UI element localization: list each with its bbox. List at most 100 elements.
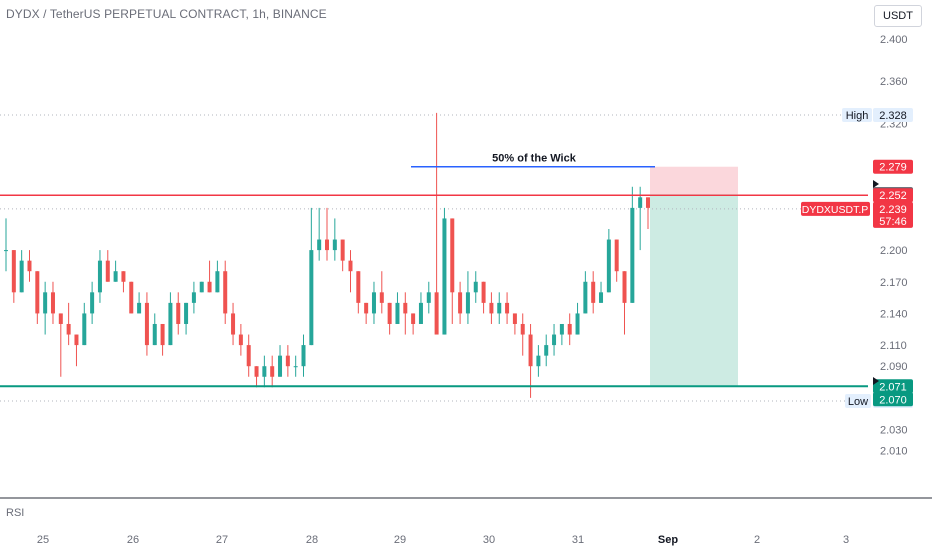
low-label: Low xyxy=(848,396,868,408)
x-tick-label: 25 xyxy=(37,534,49,546)
candle-body xyxy=(575,313,580,335)
candle-body xyxy=(591,281,596,303)
candle-body xyxy=(270,366,275,377)
candle-body xyxy=(403,302,408,314)
candle-body xyxy=(614,239,619,272)
candle-body xyxy=(58,313,63,324)
y-tick-label: 2.200 xyxy=(880,245,908,257)
candle-body xyxy=(583,281,588,314)
candle-body xyxy=(552,334,557,346)
candle-body xyxy=(254,366,259,377)
candle-body xyxy=(465,292,470,314)
candle-body xyxy=(426,292,431,303)
candle-body xyxy=(528,334,533,367)
candle-body xyxy=(152,323,157,346)
rsi-indicator-label[interactable]: RSI xyxy=(6,507,25,519)
candle-body xyxy=(567,323,572,335)
candle-body xyxy=(278,355,283,377)
x-tick-label: 2 xyxy=(754,534,760,546)
candle-body xyxy=(536,355,541,367)
candle-body xyxy=(43,292,48,314)
candle-body xyxy=(606,239,611,293)
x-tick-label: 30 xyxy=(483,534,495,546)
y-tick-label: 2.400 xyxy=(880,34,908,46)
candle-body xyxy=(66,323,71,335)
symbol-tag: DYDXUSDT.P xyxy=(802,204,869,216)
x-tick-label: Sep xyxy=(658,534,678,546)
candle-body xyxy=(599,292,604,303)
high-price-badge-bg xyxy=(873,107,913,122)
candle-body xyxy=(90,292,95,314)
resistance-price-badge: 2.252 xyxy=(879,190,907,202)
y-tick-label: 2.110 xyxy=(880,340,907,352)
current-price-badge: 2.239 xyxy=(879,204,907,216)
candle-body xyxy=(176,302,181,324)
stop-price-badge: 2.279 xyxy=(879,162,907,174)
candle-body xyxy=(238,334,243,346)
candle-body xyxy=(35,271,40,314)
candle-body xyxy=(411,313,416,324)
candle-body xyxy=(129,281,134,314)
candle-body xyxy=(371,292,376,314)
support-alt-badge-bg xyxy=(873,392,913,407)
candle-body xyxy=(458,292,463,314)
stop-loss-zone xyxy=(650,166,738,195)
candle-body xyxy=(356,271,361,303)
take-profit-zone xyxy=(650,194,738,387)
y-tick-label: 2.030 xyxy=(880,425,908,437)
x-tick-label: 27 xyxy=(216,534,228,546)
candle-body xyxy=(223,271,228,314)
candle-body xyxy=(387,302,392,324)
candle-body xyxy=(622,271,627,303)
candle-body xyxy=(325,239,329,251)
y-tick-label: 2.090 xyxy=(880,361,908,373)
candle-body xyxy=(121,271,126,282)
candle-body xyxy=(348,260,353,272)
candle-body xyxy=(4,250,8,252)
resistance-price-badge-bg xyxy=(873,188,913,203)
candle-body xyxy=(97,260,102,293)
candle-body xyxy=(82,313,87,346)
countdown-label: 57:46 xyxy=(879,216,907,228)
candle-body xyxy=(168,302,173,346)
candle-body xyxy=(481,281,486,303)
candle-body xyxy=(215,271,220,293)
x-tick-label: 28 xyxy=(306,534,318,546)
candle-body xyxy=(262,366,267,377)
candle-body xyxy=(191,292,196,303)
candle-body xyxy=(293,366,298,368)
support-price-badge-bg xyxy=(873,379,913,394)
candle-body xyxy=(317,239,322,251)
x-tick-label: 31 xyxy=(572,534,584,546)
candle-body xyxy=(285,355,290,367)
candle-body xyxy=(434,292,439,335)
y-tick-label: 2.360 xyxy=(880,76,908,88)
candle-body xyxy=(301,345,306,367)
wick-50-label: 50% of the Wick xyxy=(492,153,577,165)
candle-body xyxy=(27,260,32,272)
currency-button[interactable]: USDT xyxy=(874,5,922,27)
symbol-tag-bg xyxy=(801,201,870,216)
support-alt-badge: 2.070 xyxy=(879,394,907,406)
candle-body xyxy=(74,334,79,346)
candle-body xyxy=(489,302,494,314)
candle-body xyxy=(160,323,165,346)
candle-body xyxy=(231,313,236,335)
candle-body xyxy=(520,323,525,335)
x-tick-label: 3 xyxy=(843,534,849,546)
candle-body xyxy=(11,250,16,293)
candle-body xyxy=(473,281,478,293)
candle-body xyxy=(630,207,635,303)
candle-body xyxy=(418,302,423,324)
candle-body xyxy=(199,281,204,293)
candle-body xyxy=(442,218,447,335)
axis-marker-icon xyxy=(873,180,879,188)
x-tick-label: 26 xyxy=(127,534,139,546)
candle-body xyxy=(207,281,212,293)
x-tick-label: 29 xyxy=(394,534,406,546)
candle-body xyxy=(137,302,142,314)
support-price-badge: 2.071 xyxy=(879,381,907,393)
candle-body xyxy=(364,302,369,314)
candle-body xyxy=(113,271,118,282)
